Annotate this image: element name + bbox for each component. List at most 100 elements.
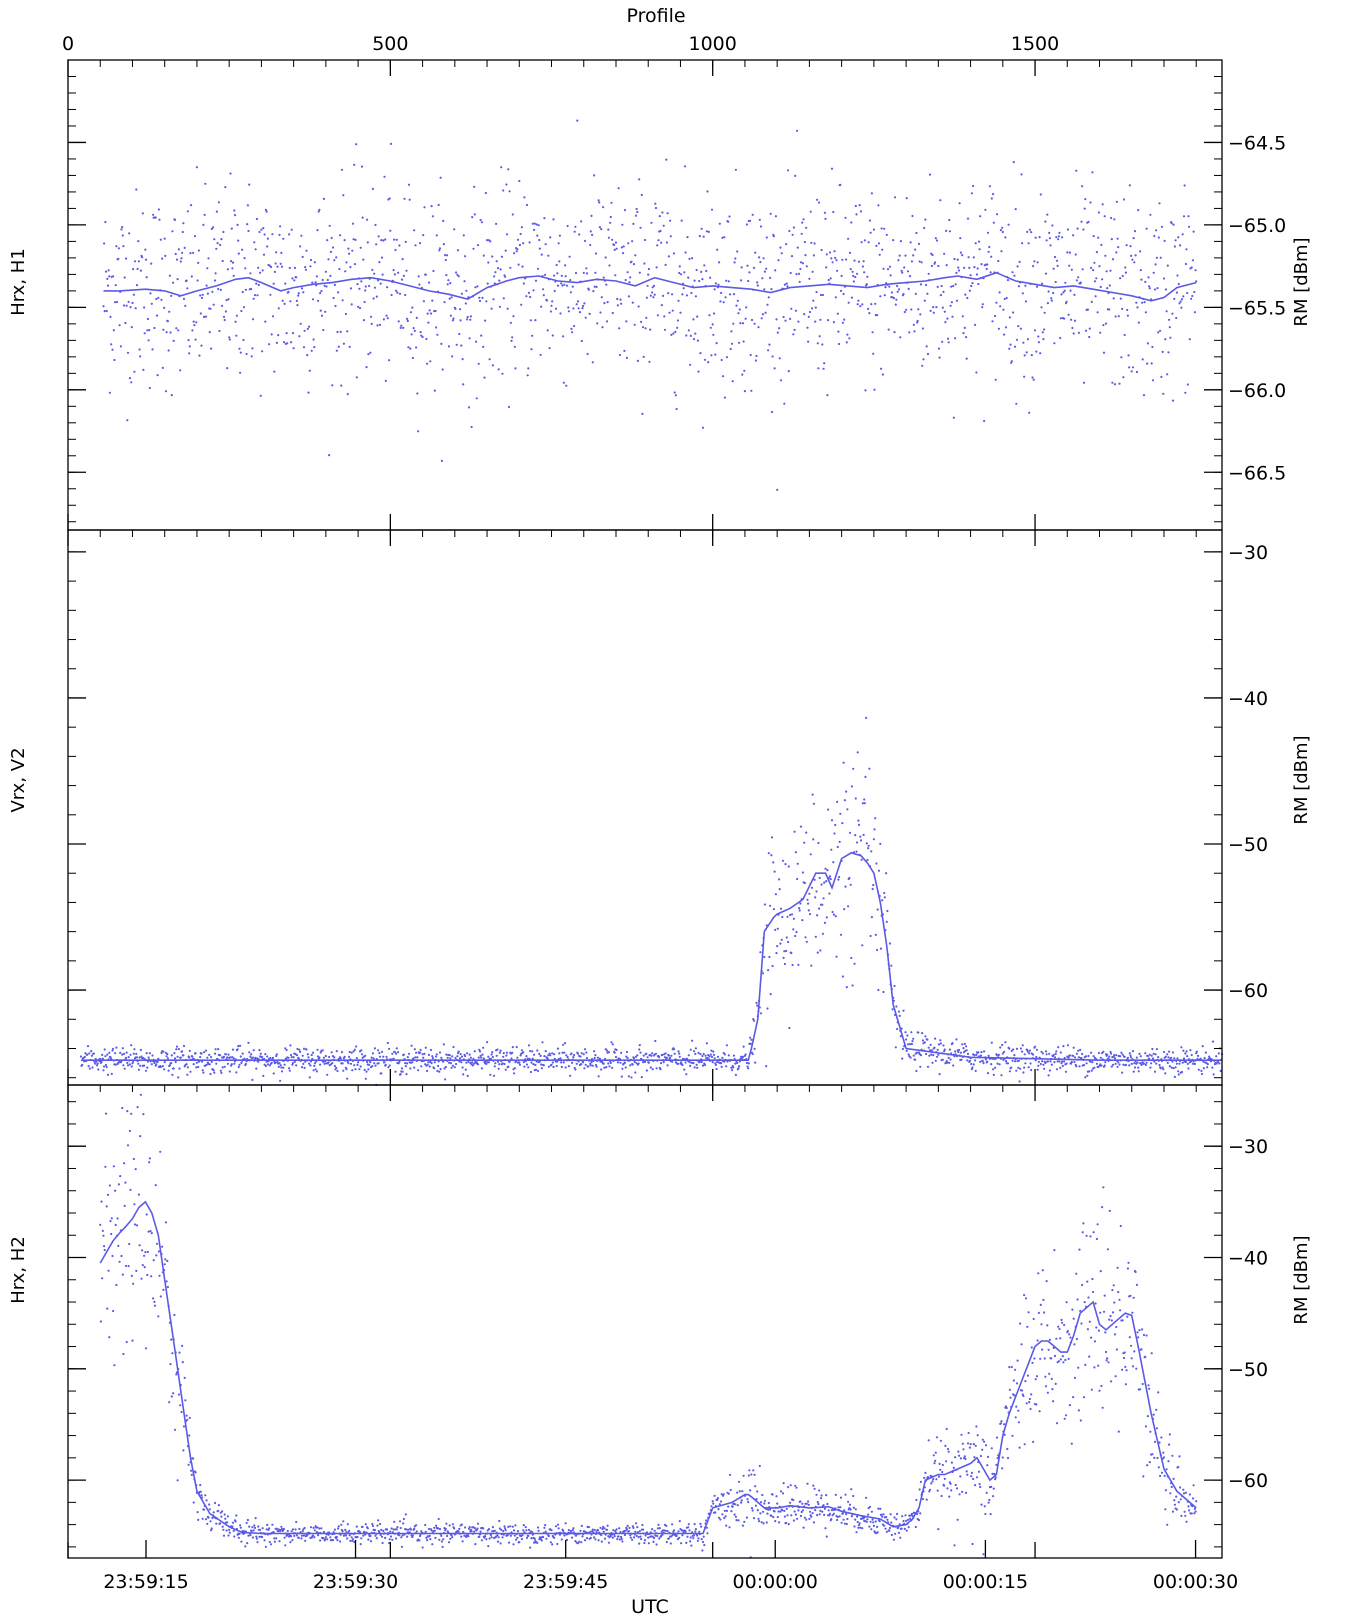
data-point bbox=[261, 1535, 264, 1539]
data-point bbox=[735, 304, 738, 307]
data-point bbox=[1113, 1057, 1117, 1060]
data-point bbox=[415, 1530, 418, 1533]
data-point bbox=[412, 1057, 415, 1060]
data-point bbox=[775, 952, 778, 955]
data-point bbox=[295, 276, 298, 279]
data-point bbox=[822, 367, 825, 370]
data-point bbox=[90, 1054, 93, 1057]
data-point bbox=[168, 1401, 171, 1404]
data-point bbox=[311, 1051, 315, 1054]
data-point bbox=[167, 349, 170, 352]
data-point bbox=[551, 300, 554, 303]
data-point bbox=[406, 319, 409, 323]
data-point bbox=[649, 1066, 652, 1069]
data-point bbox=[266, 1523, 269, 1526]
data-point bbox=[237, 252, 240, 255]
data-point bbox=[749, 1489, 752, 1492]
data-point bbox=[664, 1529, 667, 1532]
data-point bbox=[102, 1069, 105, 1072]
data-point bbox=[1082, 381, 1086, 384]
data-point bbox=[250, 355, 253, 358]
data-point bbox=[768, 955, 771, 959]
data-point bbox=[580, 1541, 583, 1544]
data-point bbox=[927, 1046, 930, 1049]
data-point bbox=[1148, 285, 1151, 288]
data-point bbox=[727, 280, 730, 283]
data-point bbox=[961, 1043, 964, 1046]
panel-v2-left-label: Vrx, V2 bbox=[8, 747, 29, 812]
data-point bbox=[1016, 265, 1019, 268]
data-point bbox=[937, 347, 941, 350]
data-point bbox=[732, 322, 735, 325]
data-point bbox=[812, 838, 815, 841]
data-point bbox=[650, 221, 653, 224]
data-point bbox=[830, 257, 833, 260]
data-point bbox=[1005, 296, 1008, 300]
data-point bbox=[566, 1055, 569, 1059]
data-point bbox=[1157, 1056, 1160, 1059]
data-point bbox=[933, 1046, 936, 1049]
data-point bbox=[1046, 1060, 1049, 1063]
data-point bbox=[152, 1297, 155, 1300]
data-point bbox=[139, 355, 142, 358]
data-point bbox=[667, 1537, 671, 1540]
data-point bbox=[157, 296, 160, 299]
data-point bbox=[763, 903, 767, 906]
data-point bbox=[664, 263, 667, 266]
data-point bbox=[547, 1065, 551, 1068]
data-point bbox=[489, 1073, 492, 1076]
data-point bbox=[264, 1053, 267, 1056]
data-point bbox=[100, 1200, 103, 1203]
data-point bbox=[856, 841, 859, 844]
data-point bbox=[538, 1052, 541, 1055]
data-point bbox=[950, 301, 954, 304]
data-point bbox=[540, 305, 543, 308]
data-point bbox=[383, 175, 386, 178]
data-point bbox=[836, 1518, 839, 1522]
data-point bbox=[1123, 1055, 1126, 1058]
data-point bbox=[1042, 338, 1045, 341]
data-point bbox=[131, 1062, 134, 1065]
data-point bbox=[139, 269, 142, 272]
data-point bbox=[279, 225, 282, 228]
data-point bbox=[1108, 308, 1111, 311]
data-point bbox=[999, 305, 1002, 308]
data-point bbox=[314, 1068, 317, 1071]
data-point bbox=[487, 1061, 491, 1064]
data-point bbox=[935, 1478, 938, 1481]
data-point bbox=[736, 1061, 739, 1065]
data-point bbox=[1077, 331, 1080, 334]
data-point bbox=[185, 1063, 188, 1066]
data-point bbox=[694, 1047, 698, 1050]
data-point bbox=[106, 1053, 109, 1056]
data-point bbox=[146, 317, 149, 321]
data-point bbox=[857, 260, 861, 263]
data-point bbox=[1186, 1062, 1189, 1065]
data-point bbox=[1003, 1050, 1006, 1053]
data-point bbox=[573, 324, 576, 328]
data-point bbox=[161, 366, 164, 369]
data-point bbox=[288, 1067, 291, 1070]
data-point bbox=[510, 1057, 513, 1060]
data-point bbox=[345, 1530, 348, 1533]
data-point bbox=[257, 1060, 260, 1063]
data-point bbox=[1122, 1063, 1125, 1066]
data-point bbox=[435, 234, 438, 237]
data-point bbox=[739, 322, 742, 325]
data-point bbox=[239, 1524, 242, 1527]
data-point bbox=[233, 214, 237, 217]
data-point bbox=[792, 1498, 795, 1502]
data-point bbox=[974, 323, 977, 326]
data-point bbox=[246, 204, 249, 207]
data-point bbox=[589, 1530, 592, 1533]
data-point bbox=[1053, 1056, 1057, 1059]
data-point bbox=[101, 1053, 104, 1056]
data-point bbox=[1040, 306, 1043, 309]
data-point bbox=[927, 1439, 930, 1442]
data-point bbox=[468, 1526, 471, 1529]
data-point bbox=[837, 330, 840, 333]
data-point bbox=[867, 307, 870, 310]
data-point bbox=[302, 1528, 305, 1531]
data-point bbox=[825, 266, 828, 269]
data-point bbox=[1148, 1053, 1151, 1056]
